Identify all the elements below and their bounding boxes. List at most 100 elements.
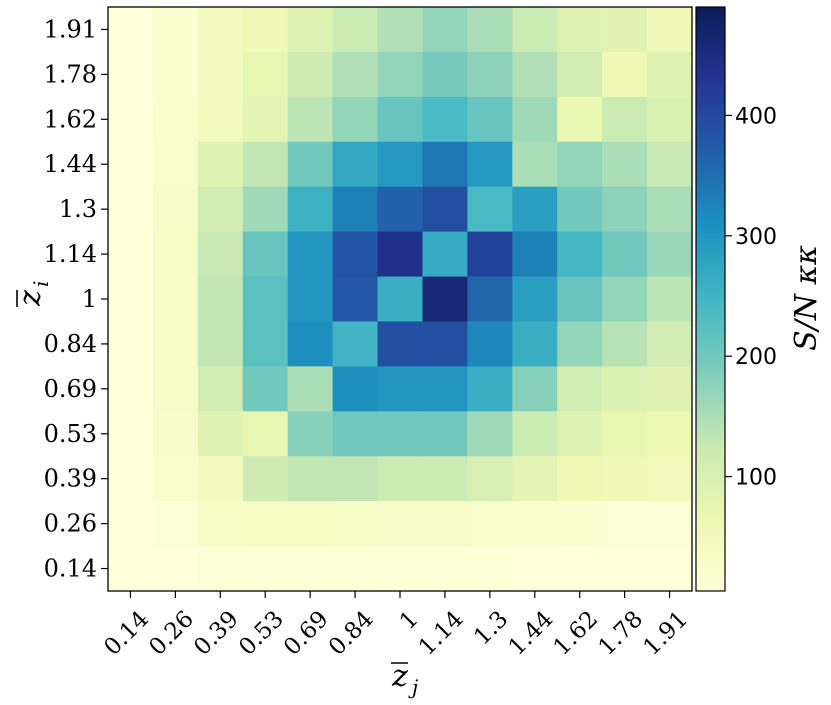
heatmap-cell bbox=[512, 96, 558, 143]
y-tick-label: 1.14 bbox=[44, 240, 97, 268]
heatmap-cell bbox=[557, 231, 603, 278]
y-tick-label: 1 bbox=[82, 285, 97, 313]
heatmap-cell bbox=[647, 321, 693, 367]
heatmap-cell bbox=[647, 456, 693, 502]
y-tick-label: 0.84 bbox=[44, 330, 97, 358]
heatmap-cell bbox=[422, 501, 468, 547]
heatmap-cell bbox=[377, 321, 424, 367]
heatmap-cell bbox=[422, 7, 468, 53]
heatmap-cell bbox=[108, 51, 154, 98]
heatmap-cell bbox=[108, 7, 154, 53]
heatmap-cell bbox=[242, 501, 289, 547]
heatmap-cell bbox=[422, 411, 468, 457]
heatmap-cell bbox=[422, 96, 468, 143]
heatmap-cell bbox=[512, 7, 558, 53]
heatmap-cell bbox=[467, 321, 513, 367]
heatmap-cell bbox=[377, 456, 424, 502]
heatmap-cell bbox=[152, 501, 199, 547]
colorbar-label: S/N κκ bbox=[789, 245, 824, 351]
heatmap-cell bbox=[332, 366, 379, 412]
heatmap-cell bbox=[197, 186, 244, 233]
x-tick-label: 0.14 bbox=[99, 606, 154, 661]
heatmap-cell bbox=[647, 411, 693, 457]
heatmap-cell bbox=[197, 411, 244, 457]
heatmap-cell bbox=[377, 186, 424, 233]
y-tick-label: 0.26 bbox=[44, 510, 97, 538]
heatmap-cell bbox=[242, 231, 289, 278]
heatmap-cell bbox=[467, 96, 513, 143]
heatmap-cell bbox=[242, 321, 289, 367]
heatmap-cell bbox=[287, 546, 334, 592]
heatmap-cell bbox=[422, 141, 468, 188]
svg-text:i: i bbox=[29, 281, 53, 287]
heatmap-cell bbox=[557, 546, 603, 592]
colorbar-tick-label: 200 bbox=[735, 345, 777, 370]
heatmap-cell bbox=[197, 141, 244, 188]
heatmap-cell bbox=[512, 501, 558, 547]
heatmap-cell bbox=[512, 366, 558, 412]
y-tick-label: 0.53 bbox=[44, 420, 97, 448]
heatmap-cell bbox=[557, 51, 603, 98]
heatmap-cell bbox=[332, 51, 379, 98]
x-axis-ticks: 0.140.260.390.530.690.84 11.14 1.31.441.62… bbox=[99, 591, 693, 661]
heatmap-cell bbox=[647, 186, 693, 233]
heatmap-cell bbox=[512, 456, 558, 502]
heatmap-cell bbox=[152, 96, 199, 143]
heatmap-cell bbox=[152, 141, 199, 188]
y-tick-label: 1.3 bbox=[59, 195, 97, 223]
heatmap-cell bbox=[467, 456, 513, 502]
heatmap-cell bbox=[602, 51, 648, 98]
heatmap-cell bbox=[108, 231, 154, 278]
heatmap-cell bbox=[512, 321, 558, 367]
heatmap-cell bbox=[332, 411, 379, 457]
heatmap-cell bbox=[197, 546, 244, 592]
heatmap-cell bbox=[377, 231, 424, 278]
heatmap-cell bbox=[647, 366, 693, 412]
x-tick-label: 0.84 bbox=[324, 606, 379, 661]
heatmap-cell bbox=[377, 501, 424, 547]
heatmap-cell bbox=[332, 456, 379, 502]
heatmap-cell bbox=[152, 546, 199, 592]
heatmap-cell bbox=[152, 7, 199, 53]
heatmap-cell bbox=[377, 411, 424, 457]
heatmap-cell bbox=[557, 141, 603, 188]
heatmap-cell bbox=[152, 411, 199, 457]
heatmap-cell bbox=[467, 366, 513, 412]
y-axis-ticks: 0.14 0.26 0.39 0.53 0.69 0.84 1 1.14 1.3 1.44 1.62… bbox=[44, 15, 108, 583]
heatmap-cell bbox=[197, 7, 244, 53]
heatmap-cell bbox=[422, 321, 468, 367]
heatmap-cell bbox=[557, 186, 603, 233]
heatmap-cell bbox=[377, 546, 424, 592]
heatmap-cell bbox=[242, 276, 289, 323]
heatmap-cell bbox=[377, 141, 424, 188]
heatmap-cell bbox=[242, 96, 289, 143]
heatmap-cell bbox=[377, 7, 424, 53]
heatmap-cell bbox=[287, 321, 334, 367]
heatmap-cell bbox=[422, 456, 468, 502]
heatmap-cell bbox=[152, 186, 199, 233]
heatmap-cell bbox=[108, 276, 154, 323]
heatmap-cell bbox=[332, 321, 379, 367]
heatmap-cell bbox=[108, 501, 154, 547]
heatmap-cell bbox=[197, 456, 244, 502]
heatmap-cell bbox=[332, 231, 379, 278]
heatmap-cell bbox=[287, 276, 334, 323]
heatmap-cell bbox=[467, 546, 513, 592]
heatmap-cell bbox=[602, 321, 648, 367]
heatmap-cell bbox=[197, 276, 244, 323]
heatmap-cell bbox=[332, 501, 379, 547]
heatmap-cell bbox=[242, 51, 289, 98]
y-tick-label: 0.39 bbox=[44, 465, 97, 493]
colorbar-ticks: 100 200 300 400 bbox=[725, 104, 777, 491]
heatmap-cell bbox=[332, 96, 379, 143]
heatmap-cell bbox=[332, 546, 379, 592]
colorbar-tick-label: 100 bbox=[735, 466, 777, 491]
heatmap-cell bbox=[422, 186, 468, 233]
heatmap-cell bbox=[422, 546, 468, 592]
heatmap-cell bbox=[242, 7, 289, 53]
heatmap-cell bbox=[602, 141, 648, 188]
heatmap-cell bbox=[602, 456, 648, 502]
x-tick-label: 1.14 bbox=[414, 606, 469, 661]
heatmap-cell bbox=[467, 7, 513, 53]
heatmap-cell bbox=[152, 231, 199, 278]
